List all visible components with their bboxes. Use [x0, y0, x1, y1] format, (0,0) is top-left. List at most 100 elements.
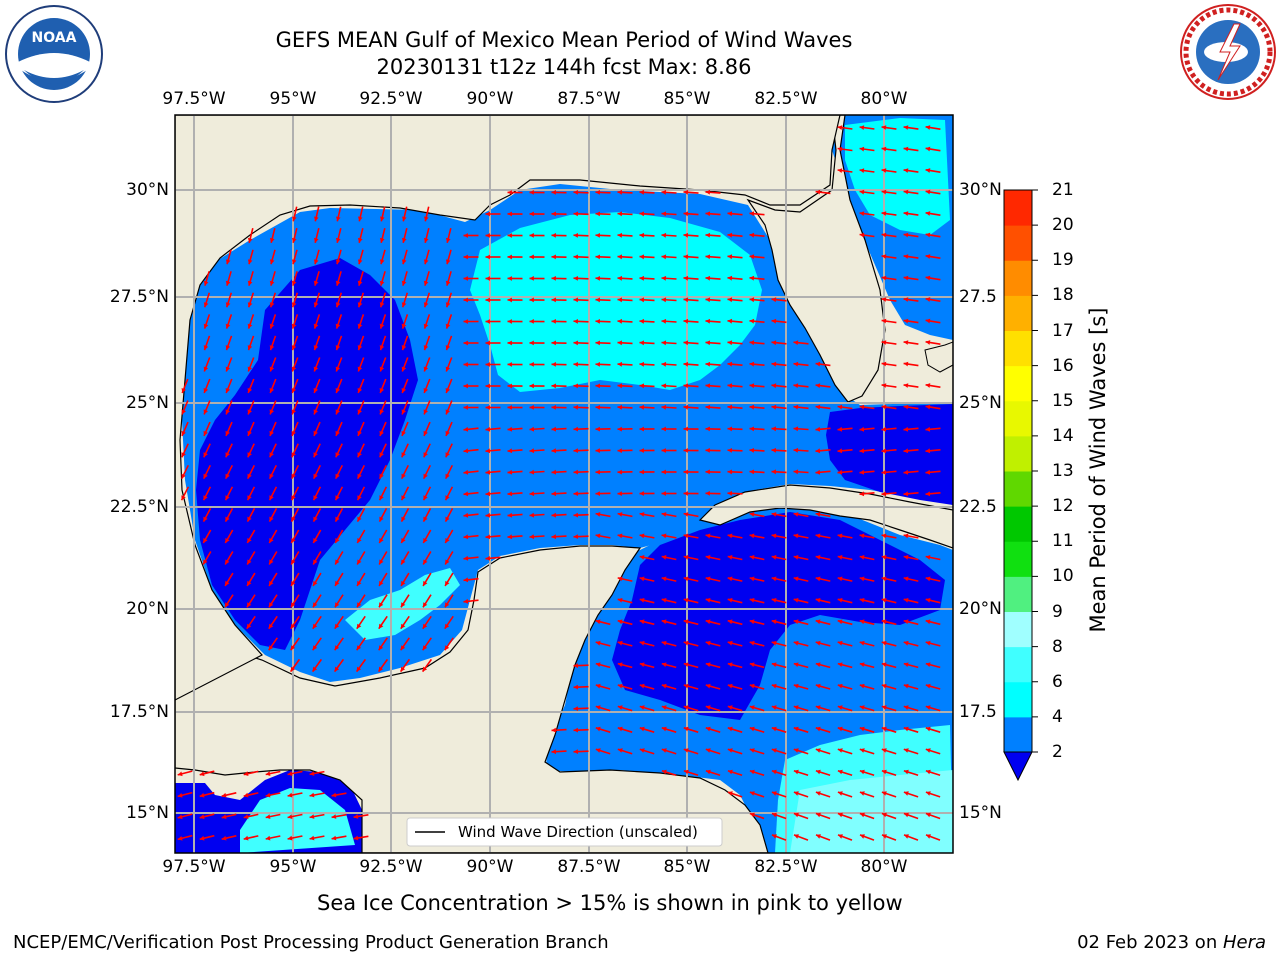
- direction-arrow-head: [925, 662, 931, 667]
- direction-arrow-head: [661, 340, 667, 346]
- lat-tick-left: 22.5°N: [109, 497, 169, 517]
- direction-arrow-head: [793, 512, 799, 517]
- direction-arrow-head: [639, 318, 644, 324]
- direction-arrow-head: [925, 254, 931, 259]
- direction-arrow-head: [617, 404, 622, 410]
- direction-arrow-head: [269, 409, 274, 415]
- direction-arrow-head: [771, 748, 777, 753]
- direction-arrow-head: [529, 276, 534, 281]
- direction-arrow-head: [705, 189, 711, 195]
- colorbar-tick-label: 19: [1052, 250, 1074, 271]
- lat-tick-left: 20°N: [126, 599, 169, 619]
- direction-arrow-head: [617, 297, 622, 303]
- direction-arrow-head: [423, 302, 429, 308]
- direction-arrow-head: [639, 683, 645, 689]
- colorbar-tick-label: 11: [1052, 531, 1074, 552]
- direction-arrow-head: [903, 340, 909, 345]
- lat-tick-right: 27.5: [959, 287, 997, 307]
- direction-arrow-head: [859, 812, 865, 818]
- direction-arrow-head: [727, 705, 733, 710]
- direction-arrow-head: [422, 645, 428, 651]
- direction-arrow-head: [903, 211, 909, 216]
- direction-arrow-head: [617, 640, 623, 646]
- direction-arrow-head: [401, 237, 407, 243]
- direction-arrow-head: [203, 495, 208, 501]
- direction-arrow-head: [683, 189, 689, 195]
- direction-arrow-head: [815, 598, 821, 603]
- direction-arrow-head: [551, 233, 556, 238]
- direction-arrow-head: [181, 473, 186, 479]
- direction-arrow-head: [661, 748, 667, 753]
- colorbar-segment: [1004, 646, 1032, 683]
- direction-arrow-head: [727, 791, 733, 796]
- direction-arrow-head: [507, 297, 512, 303]
- direction-arrow-head: [793, 812, 799, 818]
- direction-arrow-head: [291, 495, 296, 501]
- direction-arrow-head: [903, 168, 909, 173]
- direction-arrow-head: [859, 705, 865, 710]
- direction-arrow-head: [203, 366, 209, 372]
- direction-arrow-head: [815, 662, 821, 667]
- direction-arrow-head: [661, 512, 667, 517]
- direction-arrow-head: [507, 469, 513, 475]
- direction-arrow-head: [334, 666, 340, 672]
- direction-arrow-head: [595, 233, 600, 238]
- direction-arrow-head: [881, 275, 887, 281]
- direction-arrow-head: [335, 280, 341, 286]
- direction-arrow-head: [859, 168, 865, 173]
- direction-arrow-head: [903, 769, 909, 775]
- direction-arrow-head: [243, 792, 249, 798]
- direction-arrow-head: [749, 340, 755, 346]
- direction-arrow-head: [925, 683, 931, 689]
- direction-arrow-head: [485, 426, 491, 432]
- direction-arrow-head: [221, 792, 227, 798]
- direction-arrow-head: [925, 189, 931, 195]
- direction-arrow-head: [749, 232, 755, 238]
- direction-arrow-head: [177, 814, 183, 820]
- direction-arrow-head: [705, 533, 711, 539]
- direction-arrow-head: [353, 814, 359, 819]
- direction-arrow-head: [925, 748, 931, 753]
- direction-arrow-head: [225, 388, 231, 393]
- direction-arrow-head: [793, 361, 799, 367]
- direction-arrow-head: [335, 302, 341, 308]
- direction-arrow-head: [401, 430, 406, 436]
- direction-arrow-head: [793, 791, 799, 796]
- direction-arrow-head: [529, 362, 534, 367]
- direction-arrow-head: [793, 426, 799, 432]
- direction-arrow-head: [793, 576, 799, 582]
- direction-arrow-head: [529, 254, 534, 260]
- direction-arrow-head: [771, 340, 777, 346]
- direction-arrow-head: [617, 448, 622, 453]
- direction-arrow-head: [925, 318, 931, 324]
- direction-arrow-head: [881, 619, 887, 625]
- direction-arrow-head: [772, 834, 777, 839]
- direction-arrow-head: [269, 237, 275, 243]
- direction-arrow-head: [837, 812, 843, 818]
- direction-arrow-head: [313, 516, 318, 522]
- colorbar-segment: [1004, 716, 1032, 753]
- direction-arrow-head: [423, 580, 428, 586]
- direction-arrow-head: [837, 748, 843, 753]
- direction-arrow-head: [357, 602, 362, 608]
- direction-arrow-head: [573, 319, 578, 324]
- direction-arrow-head: [727, 404, 733, 410]
- direction-arrow-head: [727, 448, 732, 453]
- direction-arrow-head: [401, 388, 407, 393]
- direction-arrow-head: [203, 473, 208, 479]
- direction-arrow-head: [683, 769, 689, 775]
- direction-arrow-head: [357, 345, 363, 351]
- sea-ice-note: Sea Ice Concentration > 15% is shown in …: [317, 891, 903, 915]
- direction-arrow-head: [771, 619, 777, 625]
- direction-arrow-head: [313, 345, 319, 351]
- direction-arrow-head: [313, 409, 318, 415]
- direction-arrow-head: [925, 705, 931, 710]
- direction-arrow-head: [378, 645, 384, 651]
- direction-arrow-head: [335, 259, 341, 265]
- direction-arrow-head: [771, 576, 777, 582]
- direction-arrow-head: [551, 190, 556, 195]
- direction-arrow-head: [683, 705, 689, 710]
- colorbar-tick-label: 13: [1052, 461, 1074, 481]
- direction-arrow-head: [815, 448, 821, 454]
- direction-arrow-head: [837, 576, 843, 582]
